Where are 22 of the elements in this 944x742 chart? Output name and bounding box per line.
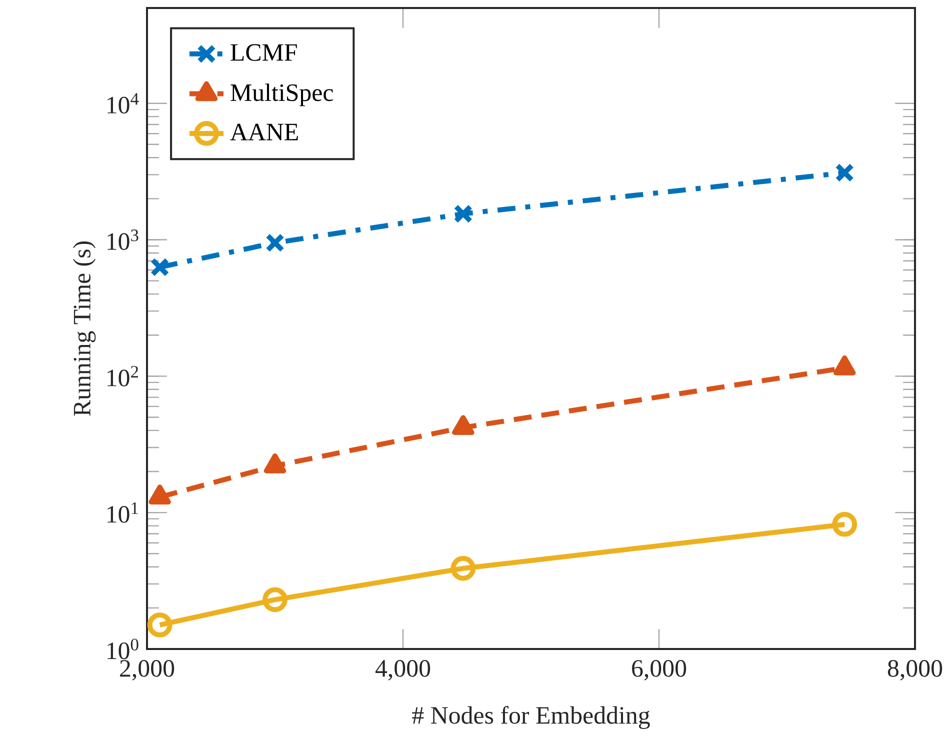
- y-axis-title: Running Time (s): [72, 242, 96, 416]
- legend-label: LCMF: [230, 44, 297, 61]
- y-tick-label: 10$^{3}$: [108, 230, 138, 250]
- legend-label: MultiSpec: [230, 84, 333, 106]
- point: [450, 556, 476, 581]
- point: [835, 163, 854, 182]
- point: [265, 233, 285, 252]
- y-tick-label: 10$^{0}$: [108, 638, 138, 660]
- x-tick-label: 2,000: [120, 660, 174, 680]
- x-tick-label: 6,000: [632, 660, 686, 680]
- y-tick-label: 10$^{4}$: [108, 93, 139, 114]
- legend-label: AANE: [230, 124, 298, 140]
- point: [454, 204, 473, 224]
- y-tick-label: 10$^{1}$: [108, 502, 138, 523]
- point: [150, 258, 170, 277]
- y-tick-label: 10$^{2}$: [108, 366, 138, 386]
- x-tick-label: 8,000: [888, 660, 942, 680]
- point: [262, 587, 288, 612]
- x-tick-label: 4,000: [375, 660, 430, 680]
- point: [832, 512, 858, 537]
- point: [147, 612, 172, 638]
- x-axis-title: # Nodes for Embedding: [412, 706, 650, 729]
